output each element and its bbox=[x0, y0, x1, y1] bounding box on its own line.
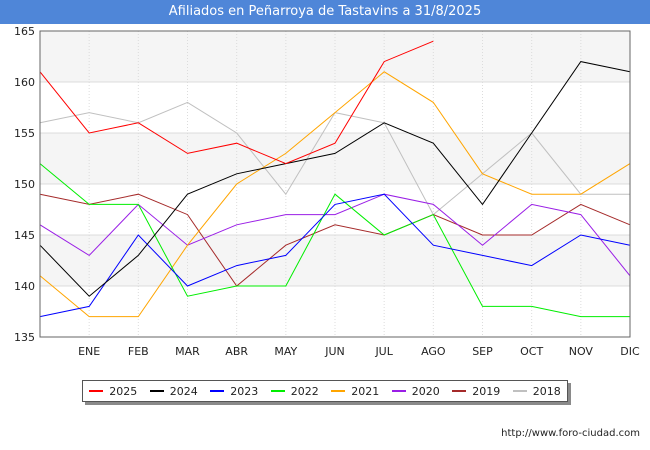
legend: 2025 2024 2023 2022 2021 2020 2019 2018 bbox=[82, 380, 568, 402]
y-tick-label: 145 bbox=[14, 229, 35, 242]
legend-swatch bbox=[512, 390, 527, 392]
legend-item-2024: 2024 bbox=[149, 384, 198, 398]
y-tick-label: 155 bbox=[14, 127, 35, 140]
x-tick-label: MAY bbox=[274, 345, 297, 358]
legend-swatch bbox=[331, 390, 346, 392]
x-tick-label: ENE bbox=[78, 345, 100, 358]
series-line-2021 bbox=[39, 71, 631, 318]
legend-swatch bbox=[270, 390, 285, 392]
background-band bbox=[40, 133, 630, 184]
series-line-2023 bbox=[39, 193, 631, 318]
y-tick-label: 150 bbox=[14, 178, 35, 191]
series-line-2022 bbox=[39, 163, 630, 318]
series-line-2024 bbox=[39, 61, 631, 297]
legend-label: 2025 bbox=[109, 384, 138, 398]
legend-swatch bbox=[210, 390, 225, 392]
series-line-2025 bbox=[39, 40, 434, 165]
legend-swatch bbox=[149, 390, 164, 392]
y-tick-label: 135 bbox=[14, 331, 35, 344]
x-tick-label: SEP bbox=[472, 345, 493, 358]
x-tick-label: JUN bbox=[324, 345, 345, 358]
x-tick-label: JUL bbox=[374, 345, 393, 358]
source-credit: http://www.foro-ciudad.com bbox=[501, 428, 640, 439]
x-tick-label: NOV bbox=[569, 345, 594, 358]
legend-label: 2019 bbox=[472, 384, 501, 398]
legend-label: 2024 bbox=[169, 384, 198, 398]
legend-label: 2021 bbox=[351, 384, 380, 398]
plot-frame bbox=[39, 30, 631, 338]
series-line-2019 bbox=[39, 193, 631, 287]
legend-item-2023: 2023 bbox=[210, 385, 258, 398]
x-tick-label: DIC bbox=[620, 345, 640, 358]
legend-swatch bbox=[452, 390, 467, 392]
x-tick-label: OCT bbox=[520, 345, 543, 358]
background-band bbox=[40, 31, 630, 82]
background-band bbox=[40, 235, 630, 286]
legend-label: 2023 bbox=[230, 384, 259, 398]
legend-item-2025: 2025 bbox=[89, 385, 137, 398]
legend-item-2018: 2018 bbox=[512, 384, 561, 398]
x-tick-label: FEB bbox=[128, 345, 149, 358]
legend-label: 2018 bbox=[532, 384, 561, 398]
legend-item-2021: 2021 bbox=[331, 385, 379, 398]
legend-item-2020: 2020 bbox=[391, 384, 440, 398]
y-tick-label: 165 bbox=[14, 25, 35, 38]
x-tick-label: AGO bbox=[421, 345, 446, 358]
chart-title: Afiliados en Peñarroya de Tastavins a 31… bbox=[0, 0, 650, 24]
legend-item-2019: 2019 bbox=[452, 385, 500, 398]
legend-item-2022: 2022 bbox=[270, 384, 319, 398]
legend-label: 2022 bbox=[290, 384, 319, 398]
legend-swatch bbox=[89, 390, 104, 392]
x-tick-label: ABR bbox=[225, 345, 248, 358]
legend-swatch bbox=[391, 390, 406, 392]
y-axis-ticks: 135 140 145 150 155 160 165 bbox=[14, 25, 35, 344]
legend-label: 2020 bbox=[411, 384, 440, 398]
x-tick-label: MAR bbox=[175, 345, 200, 358]
series-lines bbox=[39, 40, 631, 318]
x-axis-ticks: ENE FEB MAR ABR MAY JUN JUL AGO SEP OCT NOV DIC bbox=[78, 345, 640, 358]
y-tick-label: 160 bbox=[14, 76, 35, 89]
y-tick-label: 140 bbox=[14, 280, 35, 293]
